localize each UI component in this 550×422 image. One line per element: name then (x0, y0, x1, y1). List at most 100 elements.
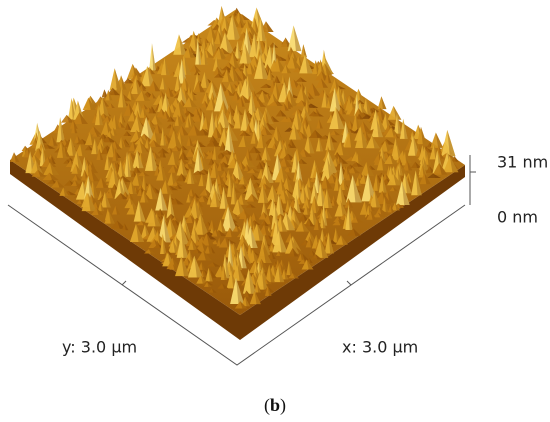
peak-shade (187, 163, 194, 169)
peak (329, 87, 342, 112)
peak (212, 56, 222, 72)
peak-shade (206, 49, 214, 58)
peak (182, 47, 196, 58)
peak-shade (390, 154, 399, 165)
peak-shade (262, 40, 272, 51)
peak (316, 59, 326, 77)
peak-shade (237, 177, 242, 184)
peak (174, 184, 182, 189)
peak-shade (219, 121, 227, 135)
peak (410, 161, 422, 168)
peak (130, 116, 146, 133)
peak-shade (175, 198, 184, 205)
peak (249, 290, 261, 305)
peak-shade (299, 177, 308, 190)
peak (345, 174, 362, 203)
peak (167, 129, 183, 149)
peak-shade (110, 103, 115, 109)
peak-shade (215, 126, 223, 138)
peak-shade (382, 146, 387, 163)
peak (307, 205, 318, 225)
peak-shade (140, 151, 145, 164)
peak-shade (233, 186, 242, 193)
peak-shade (301, 221, 310, 232)
peak (315, 137, 324, 152)
peak (114, 193, 129, 200)
peak (123, 131, 132, 137)
peak-shade (348, 173, 354, 181)
peak (399, 118, 408, 139)
peak (124, 122, 132, 130)
peak-shade (350, 164, 356, 169)
peak-shade (247, 148, 253, 161)
peak (225, 14, 241, 40)
peak-shade (280, 198, 286, 210)
peak-shade (165, 179, 173, 194)
peak-shade (247, 75, 255, 91)
peak (245, 123, 253, 133)
peak-shade (233, 181, 238, 205)
peak-shade (182, 152, 189, 161)
peak (60, 114, 75, 123)
peak-shade (172, 264, 178, 270)
peak-shade (217, 66, 223, 75)
peak (266, 68, 274, 81)
peak (169, 264, 178, 270)
peak-shade (165, 110, 171, 119)
peak-shade (308, 92, 314, 99)
peak-shade (195, 193, 200, 198)
peak-shade (189, 112, 196, 127)
peak (329, 130, 341, 136)
peak-shade (397, 113, 402, 134)
peak-shade (298, 55, 304, 67)
peak (148, 106, 157, 114)
peak (42, 172, 59, 181)
peak-shade (236, 225, 242, 232)
peak (299, 54, 313, 74)
peak (247, 249, 260, 263)
peak (191, 170, 206, 175)
peak (288, 273, 299, 279)
peak (91, 207, 104, 216)
peak (166, 147, 175, 153)
peak (325, 131, 335, 151)
peak-shade (241, 14, 250, 21)
peak-shade (162, 148, 170, 154)
peak-shade (266, 279, 273, 285)
peak-shade (231, 270, 238, 289)
peak-shade (143, 171, 150, 177)
peak (238, 208, 251, 220)
peak-shade (362, 121, 372, 133)
peak-shade (306, 259, 314, 270)
peak-shade (49, 172, 59, 181)
peak-shade (170, 185, 179, 191)
peak-shade (178, 101, 187, 118)
peak-shade (330, 136, 338, 143)
peak (273, 75, 281, 83)
peak (31, 169, 47, 177)
peak-shade (408, 172, 417, 183)
peak (295, 221, 310, 232)
peak (65, 137, 78, 156)
peak-shade (294, 207, 300, 215)
peak (274, 193, 285, 217)
peak (244, 293, 252, 298)
peak (308, 129, 324, 139)
peak (111, 183, 119, 190)
peak (256, 132, 268, 149)
peak-shade (280, 178, 288, 195)
peak (133, 140, 148, 154)
peak-shade (129, 192, 134, 201)
peak (273, 265, 285, 283)
peak (51, 180, 65, 188)
peak (110, 114, 120, 130)
peak-shade (359, 99, 365, 105)
peak (43, 162, 60, 175)
peak-shade (224, 15, 231, 32)
peak (369, 190, 381, 208)
peak-shade (306, 98, 311, 113)
peak (257, 271, 269, 290)
peak (206, 262, 221, 267)
peak (195, 38, 202, 65)
peak-shade (247, 79, 252, 101)
